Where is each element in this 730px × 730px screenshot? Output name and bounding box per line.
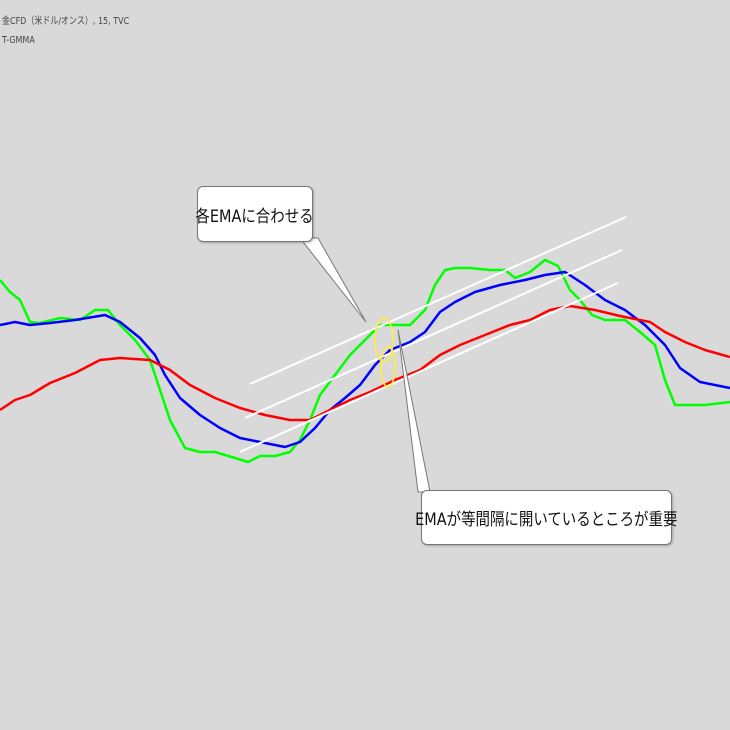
symbol-label: 金CFD（米ドル/オンス）, 15, TVC <box>2 16 130 27</box>
callout-bottom: EMAが等間隔に開いているところが重要 <box>415 490 678 545</box>
callout-bottom-text: EMAが等間隔に開いているところが重要 <box>415 510 678 530</box>
highlight-ellipse-lower <box>380 346 396 388</box>
highlight-ellipse-upper <box>374 317 394 363</box>
callout-top: 各EMAに合わせる <box>195 186 315 242</box>
indicator-label: T-GMMA <box>2 35 35 46</box>
callout-top-pointer <box>298 237 367 323</box>
ema-long-line <box>0 304 730 422</box>
callout-top-text: 各EMAに合わせる <box>195 206 315 227</box>
callout-bottom-pointer <box>397 329 431 493</box>
ema-short-line <box>0 258 730 464</box>
trendline-lower[interactable] <box>239 282 619 453</box>
trendline-middle[interactable] <box>244 249 623 419</box>
trendline-upper[interactable] <box>249 216 627 385</box>
